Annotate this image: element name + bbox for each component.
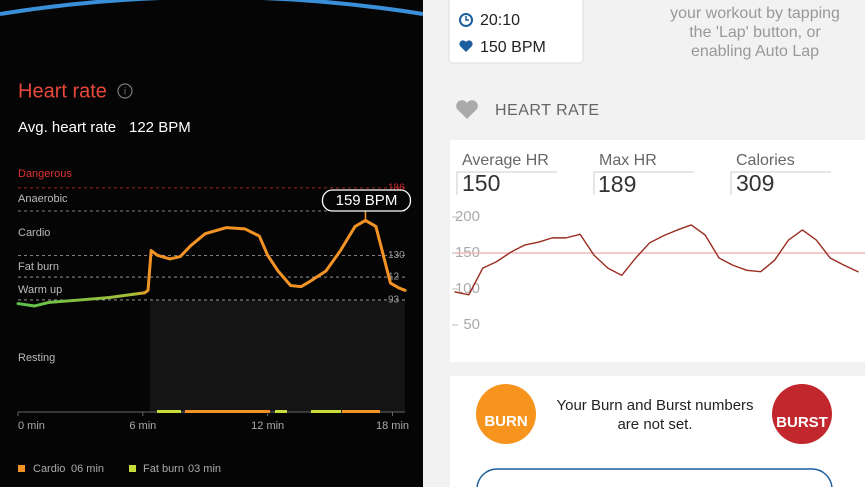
- stat-bracket: [456, 171, 831, 195]
- zone-strip: [311, 410, 341, 413]
- stat-value: 309: [736, 170, 774, 196]
- section-title: HEART RATE: [495, 102, 600, 119]
- clock-icon: [459, 13, 473, 27]
- zone-strip: [275, 410, 287, 413]
- lap-bpm: 150 BPM: [480, 39, 546, 56]
- avg-label: Avg. heart rate: [18, 119, 116, 136]
- info-icon-glyph: i: [124, 87, 126, 98]
- callout-text: 159 BPM: [336, 192, 398, 209]
- lap-hint: enabling Auto Lap: [691, 43, 819, 60]
- legend-swatch: [18, 465, 25, 472]
- x-tick-label: 0 min: [18, 420, 45, 432]
- panel-title: Heart rate: [18, 80, 107, 102]
- callout-box: [321, 189, 412, 212]
- heart-icon: [459, 40, 473, 52]
- legend-swatch: [129, 465, 136, 472]
- legend-label: Fat burn: [143, 463, 184, 475]
- stat-label: Max HR: [599, 152, 657, 169]
- stats-card: [450, 140, 865, 362]
- stat-value: 189: [598, 171, 636, 197]
- burst-badge: [772, 384, 832, 444]
- zone-strip: [157, 410, 181, 413]
- lap-card: [448, 0, 584, 64]
- y-tick-label: 200: [455, 208, 480, 225]
- y-tick-label: 186: [388, 183, 405, 194]
- left-panel: [0, 0, 423, 487]
- zone-label: Cardio: [18, 227, 50, 239]
- stat-value: 150: [462, 170, 500, 196]
- lap-hint: the 'Lap' button, or: [689, 24, 821, 41]
- zone-shading: [150, 300, 405, 412]
- heart-rate-line: [454, 224, 859, 296]
- x-tick-label: 18 min: [376, 420, 409, 432]
- top-arc: [0, 0, 424, 16]
- x-tick-label: 6 min: [129, 420, 156, 432]
- legend-label: Cardio: [33, 463, 65, 475]
- legend-value: 03 min: [188, 463, 221, 475]
- y-tick-label: 12: [388, 272, 400, 283]
- section-heart-icon: [456, 100, 478, 119]
- burn-badge: [476, 384, 536, 444]
- avg-value: 122 BPM: [129, 119, 191, 136]
- info-icon[interactable]: [117, 83, 133, 99]
- legend-value: 06 min: [71, 463, 104, 475]
- y-tick-label: 50: [463, 316, 480, 333]
- burn-message: Your Burn and Burst numbers: [556, 397, 753, 414]
- zone-label: Anaerobic: [18, 193, 68, 205]
- stat-label: Calories: [736, 152, 795, 169]
- zone-strip: [185, 410, 270, 413]
- zone-label: Fat burn: [18, 261, 59, 273]
- x-tick-label: 12 min: [251, 420, 284, 432]
- burst-badge-text: BURST: [776, 414, 828, 431]
- zone-label: Resting: [18, 352, 55, 364]
- clock-hand: [465, 16, 469, 21]
- zone-strip: [342, 410, 380, 413]
- y-tick-label: 130: [388, 250, 405, 261]
- zone-label: Warm up: [18, 284, 62, 296]
- lap-hint: your workout by tapping: [670, 5, 840, 22]
- heart-rate-line: [16, 218, 407, 308]
- stat-label: Average HR: [462, 152, 549, 169]
- burn-message: are not set.: [617, 416, 692, 433]
- burn-badge-text: BURN: [484, 413, 527, 430]
- setup-button[interactable]: [476, 468, 833, 487]
- lap-time: 20:10: [480, 12, 520, 29]
- y-tick-label: 93: [388, 295, 400, 306]
- zone-label: Dangerous: [18, 168, 72, 180]
